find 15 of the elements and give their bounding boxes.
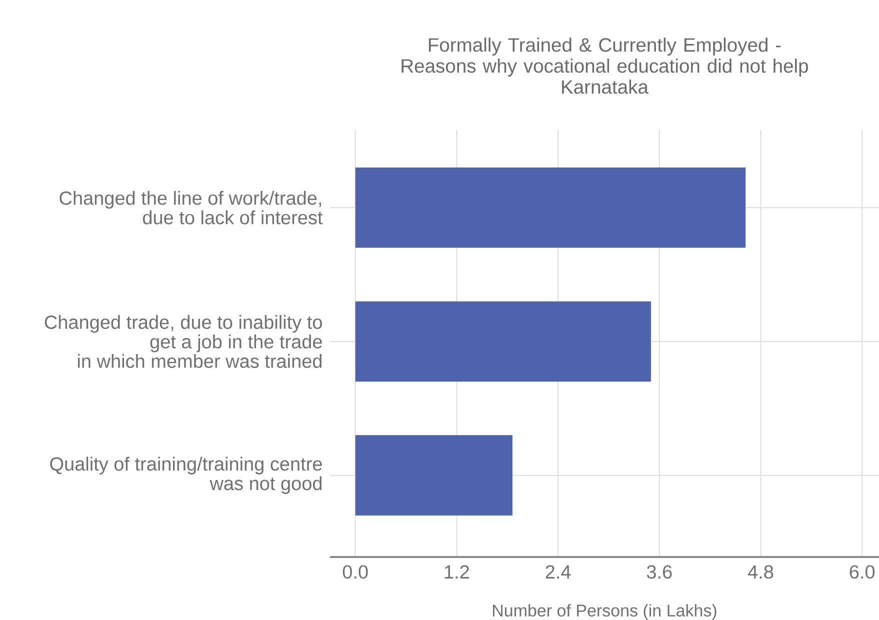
y-tick-label: Changed the line of work/trade, due to lack of interest xyxy=(60,190,323,224)
bar xyxy=(355,167,746,248)
x-tick-label: 1.2 xyxy=(444,565,469,578)
x-tick-label: 0.0 xyxy=(342,565,368,579)
chart-subtitle: Karnataka xyxy=(562,80,648,94)
x-tick-label: 2.4 xyxy=(546,565,571,578)
x-tick-label: 6.0 xyxy=(850,565,875,579)
y-tick-label: Quality of training/training centre was not good xyxy=(50,456,322,494)
bar xyxy=(355,435,512,516)
x-tick-label: 4.8 xyxy=(748,565,774,579)
x-axis-title: Number of Persons (in Lakhs) xyxy=(492,604,716,620)
bar xyxy=(355,301,651,382)
chart-title: Formally Trained & Currently Employed - Reasons why vocational education did not help xyxy=(402,38,808,77)
y-tick-label: Changed trade, due to inability to get a job in the trade in which member was trained xyxy=(44,315,322,368)
x-tick-label: 3.6 xyxy=(646,565,672,579)
